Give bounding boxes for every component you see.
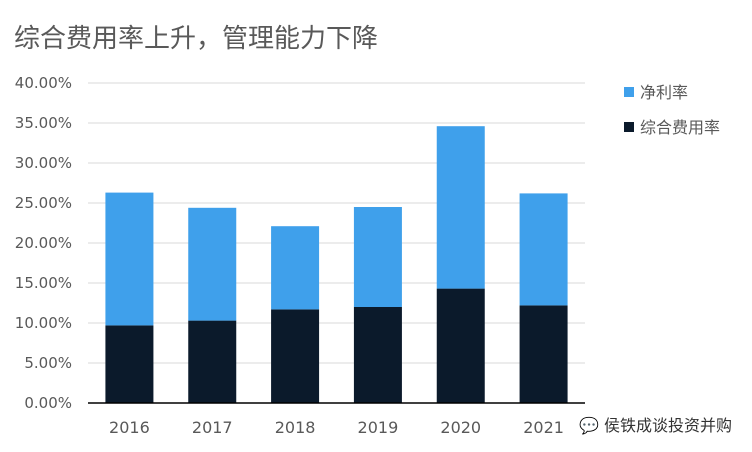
x-tick-label: 2018 (275, 418, 316, 437)
x-tick-label: 2021 (523, 418, 564, 437)
y-tick-label: 40.00% (15, 74, 72, 92)
bar-net-margin (436, 126, 485, 289)
bar-expense-ratio (353, 307, 402, 403)
bar-expense-ratio (519, 305, 568, 403)
legend-label: 净利率 (640, 83, 688, 102)
x-tick-label: 2020 (440, 418, 481, 437)
bar-expense-ratio (188, 320, 237, 403)
chart-title: 综合费用率上升，管理能力下降 (14, 24, 379, 54)
gridlines (88, 82, 585, 364)
bar-expense-ratio (436, 288, 485, 403)
y-tick-label: 0.00% (24, 394, 72, 412)
source-watermark: 💬 侯铁成谈投资并购 (579, 412, 732, 436)
bar-net-margin (519, 193, 568, 306)
legend-swatch (624, 122, 634, 132)
y-tick-label: 35.00% (15, 114, 72, 132)
y-axis-ticks: 0.00% 5.00% 10.00% 15.00% 20.00% 25.00% 30.00%… (15, 74, 72, 412)
bar-net-margin (105, 192, 154, 326)
x-axis-ticks: 2016 2017 2018 2019 2020 2021 (109, 418, 564, 437)
bar-net-margin (353, 207, 402, 307)
bar-net-margin (188, 207, 237, 321)
y-tick-label: 10.00% (15, 314, 72, 332)
x-tick-label: 2016 (109, 418, 150, 437)
y-tick-label: 25.00% (15, 194, 72, 212)
legend-swatch (624, 87, 634, 97)
bar-net-margin (271, 226, 320, 310)
bars (105, 126, 568, 403)
y-tick-label: 5.00% (24, 354, 72, 372)
wechat-icon: 💬 (578, 416, 599, 435)
y-tick-label: 20.00% (15, 234, 72, 252)
watermark-text: 侯铁成谈投资并购 (603, 416, 732, 435)
bar-expense-ratio (105, 325, 154, 403)
y-tick-label: 30.00% (15, 154, 72, 172)
legend-label: 综合费用率 (640, 118, 720, 137)
y-tick-label: 15.00% (15, 274, 72, 292)
x-tick-label: 2019 (358, 418, 399, 437)
x-tick-label: 2017 (192, 418, 233, 437)
bar-expense-ratio (271, 309, 320, 403)
